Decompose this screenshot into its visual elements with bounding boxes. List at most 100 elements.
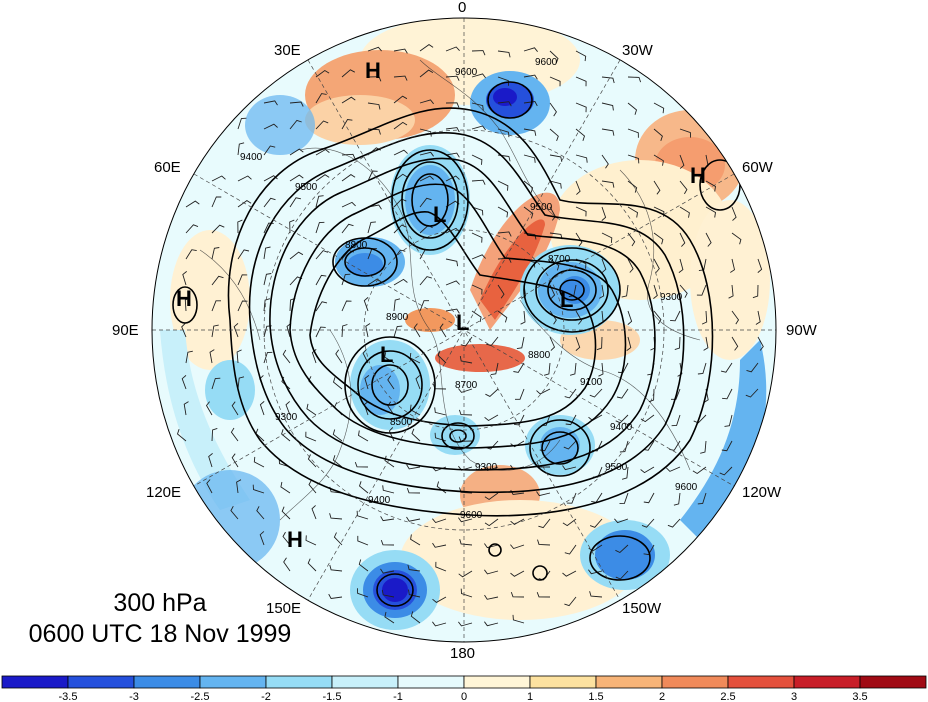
wind-barb bbox=[549, 336, 556, 351]
lon-label-60w: 60W bbox=[742, 159, 774, 176]
colorbar-tick-label: 2.5 bbox=[720, 691, 735, 702]
wind-barb bbox=[755, 310, 761, 325]
wind-barb bbox=[549, 102, 557, 117]
wind-barb bbox=[209, 349, 215, 364]
wind-barb bbox=[406, 464, 421, 470]
wind-barb bbox=[341, 119, 353, 130]
wind-barb bbox=[393, 121, 408, 130]
wind-barb bbox=[211, 247, 220, 260]
wind-barb bbox=[497, 310, 508, 323]
wind-barb bbox=[237, 175, 252, 182]
wind-barb bbox=[184, 297, 191, 312]
wind-barb bbox=[341, 324, 348, 338]
colorbar-tick-label: -2.5 bbox=[191, 691, 210, 702]
wind-barb bbox=[211, 175, 226, 182]
wind-barb bbox=[512, 614, 525, 624]
wind-barb bbox=[575, 180, 581, 195]
wind-barb bbox=[490, 362, 499, 376]
colorbar-swatch bbox=[1, 675, 69, 689]
lon-label-150e: 150E bbox=[266, 600, 301, 617]
colorbar-tick-label: -1 bbox=[393, 691, 403, 702]
wind-barb bbox=[393, 149, 408, 156]
wind-barb bbox=[211, 427, 218, 442]
wind-barb bbox=[393, 224, 407, 234]
wind-barb bbox=[588, 544, 603, 552]
wind-barb bbox=[237, 142, 245, 156]
high-pressure-center: H bbox=[690, 163, 706, 188]
wind-barb bbox=[701, 310, 708, 325]
wind-barb bbox=[357, 535, 369, 546]
wind-barb bbox=[459, 487, 473, 494]
wind-barb bbox=[341, 96, 356, 104]
wind-barb bbox=[497, 50, 511, 58]
wind-barb bbox=[653, 284, 658, 299]
wind-barb bbox=[419, 99, 434, 105]
wind-barb bbox=[259, 401, 265, 416]
wind-barb bbox=[564, 388, 577, 399]
wind-barb bbox=[484, 621, 499, 627]
wind-barb bbox=[259, 531, 265, 546]
wind-barb bbox=[653, 180, 661, 195]
wind-barb bbox=[315, 301, 328, 312]
wind-barb bbox=[627, 102, 638, 115]
wind-barb bbox=[393, 95, 408, 104]
wind-barb bbox=[362, 349, 369, 364]
wind-barb bbox=[315, 274, 327, 286]
wind-barb bbox=[237, 200, 252, 208]
wind-barb bbox=[700, 440, 707, 454]
wind-barb bbox=[305, 535, 317, 546]
wind-barb bbox=[432, 621, 447, 627]
wind-barb bbox=[432, 518, 447, 524]
wind-barb bbox=[562, 465, 577, 471]
wind-barb bbox=[484, 569, 499, 575]
wind-barb bbox=[627, 232, 636, 247]
wind-barb bbox=[393, 325, 403, 338]
wind-barb bbox=[746, 362, 759, 373]
wind-barb bbox=[230, 505, 239, 520]
wind-barb bbox=[536, 592, 551, 598]
wind-barb bbox=[281, 506, 291, 520]
wind-barb bbox=[263, 197, 276, 208]
contour-label: 9300 bbox=[275, 412, 298, 423]
map-title: 300 hPa 0600 UTC 18 Nov 1999 bbox=[0, 588, 320, 650]
wind-barb bbox=[601, 258, 607, 273]
wind-barb bbox=[640, 466, 655, 474]
high-pressure-center: H bbox=[176, 286, 192, 311]
wind-barb bbox=[289, 119, 302, 130]
wind-barb bbox=[382, 485, 395, 494]
high-pressure-center: H bbox=[287, 527, 303, 552]
wind-barb bbox=[307, 558, 317, 572]
wind-barb bbox=[328, 593, 343, 599]
wind-barb bbox=[752, 284, 759, 299]
wind-barb bbox=[419, 69, 434, 78]
wind-barb bbox=[549, 258, 560, 271]
wind-barb bbox=[619, 440, 629, 453]
wind-barb bbox=[367, 170, 378, 182]
wind-barb bbox=[523, 206, 534, 219]
wind-barb bbox=[435, 561, 447, 572]
wind-barb bbox=[627, 310, 633, 325]
wind-barb bbox=[667, 518, 681, 528]
lon-label-120w: 120W bbox=[742, 484, 782, 501]
wind-barb bbox=[471, 73, 486, 79]
wind-barb bbox=[393, 48, 408, 54]
contour-labels: 9600 9600 9500 9500 9500 9300 9400 9600 … bbox=[240, 57, 698, 521]
wind-barb bbox=[615, 544, 629, 554]
wind-barb bbox=[387, 401, 395, 416]
wind-barb bbox=[705, 232, 712, 247]
wind-barb bbox=[549, 76, 561, 87]
wind-barb bbox=[253, 456, 265, 468]
wind-barb bbox=[185, 350, 193, 364]
wind-barb bbox=[523, 128, 537, 136]
wind-barb bbox=[757, 336, 764, 351]
wind-barb bbox=[515, 388, 525, 400]
wind-barb bbox=[679, 180, 688, 195]
wind-barb bbox=[589, 388, 603, 398]
wind-barb bbox=[549, 154, 563, 162]
wind-barb bbox=[437, 350, 447, 364]
wind-barb bbox=[367, 278, 382, 286]
wind-barb bbox=[614, 518, 629, 524]
wind-barb bbox=[653, 102, 665, 114]
wind-barb bbox=[692, 466, 707, 475]
wind-barb bbox=[565, 414, 577, 426]
